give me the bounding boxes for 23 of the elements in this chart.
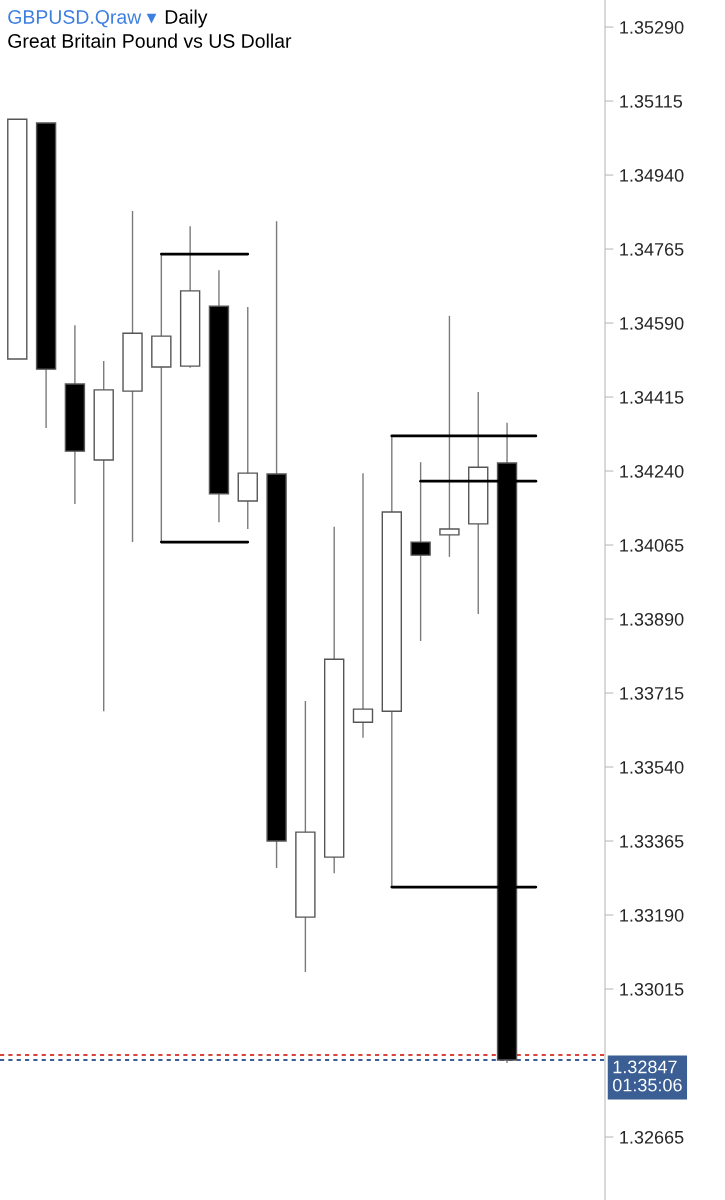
candlestick	[151, 253, 172, 543]
y-tick-label: 1.33715	[620, 686, 684, 700]
chart-title: GBPUSD.Qraw ▾	[8, 10, 157, 28]
y-tick-label: 1.34590	[620, 316, 684, 330]
ref-line-label: 1.32847	[613, 1060, 677, 1074]
y-tick-label: 1.34240	[620, 464, 684, 478]
y-tick-label: 1.34940	[620, 168, 684, 182]
annotation: Daily	[165, 9, 208, 28]
candlestick	[352, 472, 374, 739]
y-tick-label: 1.33890	[620, 612, 684, 626]
y-tick-label: 1.34415	[620, 390, 684, 404]
y-tick-label: 1.35290	[620, 21, 684, 34]
y-tick-label: 1.33190	[620, 908, 684, 922]
y-tick-label: 1.33540	[620, 760, 684, 774]
candlestick	[439, 315, 460, 558]
y-tick-label: 1.34765	[620, 242, 684, 256]
y-tick-label: 1.32665	[620, 1130, 684, 1144]
text: Great Britain Pound vs US Dollar	[8, 33, 292, 48]
y-tick-label: 1.34065	[620, 538, 684, 552]
y-tick-label: 1.35115	[620, 94, 683, 108]
y-tick-label: 1.33365	[620, 834, 684, 848]
text: 01:35:06	[612, 1078, 682, 1092]
y-tick-label: 1.33015	[620, 982, 684, 996]
